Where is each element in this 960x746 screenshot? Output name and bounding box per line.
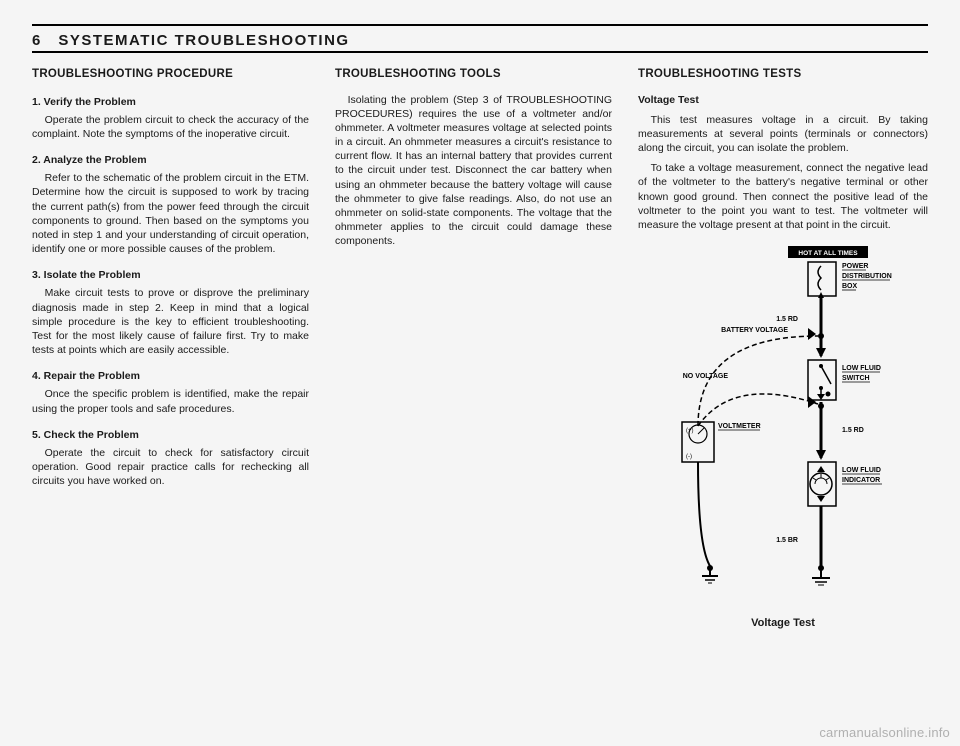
step1-body: Operate the problem circuit to check the… <box>32 113 309 141</box>
column-3: TROUBLESHOOTING TESTS Voltage Test This … <box>638 67 928 631</box>
col1-heading: TROUBLESHOOTING PROCEDURE <box>32 67 309 83</box>
indicator-label-1: LOW FLUID <box>842 467 881 474</box>
step5-title: 5. Check the Problem <box>32 428 309 442</box>
voltmeter-minus: (-) <box>686 454 692 460</box>
voltmeter-label: VOLTMETER <box>718 423 761 430</box>
col2-heading: TROUBLESHOOTING TOOLS <box>335 67 612 83</box>
step5-body: Operate the circuit to check for satisfa… <box>32 446 309 489</box>
hot-label: HOT AT ALL TIMES <box>798 250 858 257</box>
diagram-caption: Voltage Test <box>638 616 928 631</box>
page-number: 6 <box>32 32 40 49</box>
col3-heading: TROUBLESHOOTING TESTS <box>638 67 928 83</box>
column-1: TROUBLESHOOTING PROCEDURE 1. Verify the … <box>32 67 309 631</box>
wire-bot-label: 1.5 BR <box>776 537 798 544</box>
switch-label-2: SWITCH <box>842 375 870 382</box>
watermark: carmanualsonline.info <box>819 725 950 740</box>
power-label-3: BOX <box>842 283 858 290</box>
voltmeter-plus: (+) <box>686 428 694 434</box>
top-rule <box>32 24 928 26</box>
step3-title: 3. Isolate the Problem <box>32 268 309 282</box>
col3-para2: To take a voltage measurement, connect t… <box>638 161 928 232</box>
columns: TROUBLESHOOTING PROCEDURE 1. Verify the … <box>32 67 928 631</box>
step2-body: Refer to the schematic of the problem ci… <box>32 171 309 256</box>
no-voltage-label: NO VOLTAGE <box>683 373 729 380</box>
page-title: SYSTEMATIC TROUBLESHOOTING <box>58 32 349 49</box>
step4-title: 4. Repair the Problem <box>32 369 309 383</box>
column-2: TROUBLESHOOTING TOOLS Isolating the prob… <box>335 67 612 631</box>
wire-mid-label: 1.5 RD <box>842 427 864 434</box>
col2-paragraph: Isolating the problem (Step 3 of TROUBLE… <box>335 93 612 249</box>
power-label-2: DISTRIBUTION <box>842 273 892 280</box>
indicator-label-2: INDICATOR <box>842 477 880 484</box>
voltage-test-subheading: Voltage Test <box>638 93 928 107</box>
col3-para1: This test measures voltage in a circuit.… <box>638 113 928 156</box>
wire-top-label: 1.5 RD <box>776 316 798 323</box>
diagram-svg: HOT AT ALL TIMES POWER DISTRIBUTION BOX … <box>638 246 928 606</box>
page-header: 6 SYSTEMATIC TROUBLESHOOTING <box>32 32 928 53</box>
step4-body: Once the specific problem is identified,… <box>32 387 309 415</box>
page-container: 6 SYSTEMATIC TROUBLESHOOTING TROUBLESHOO… <box>0 0 960 641</box>
voltage-test-diagram: HOT AT ALL TIMES POWER DISTRIBUTION BOX … <box>638 246 928 631</box>
step1-title: 1. Verify the Problem <box>32 95 309 109</box>
battery-voltage-label: BATTERY VOLTAGE <box>721 327 788 334</box>
step2-title: 2. Analyze the Problem <box>32 153 309 167</box>
step3-body: Make circuit tests to prove or disprove … <box>32 286 309 357</box>
switch-label-1: LOW FLUID <box>842 365 881 372</box>
power-label-1: POWER <box>842 263 868 270</box>
